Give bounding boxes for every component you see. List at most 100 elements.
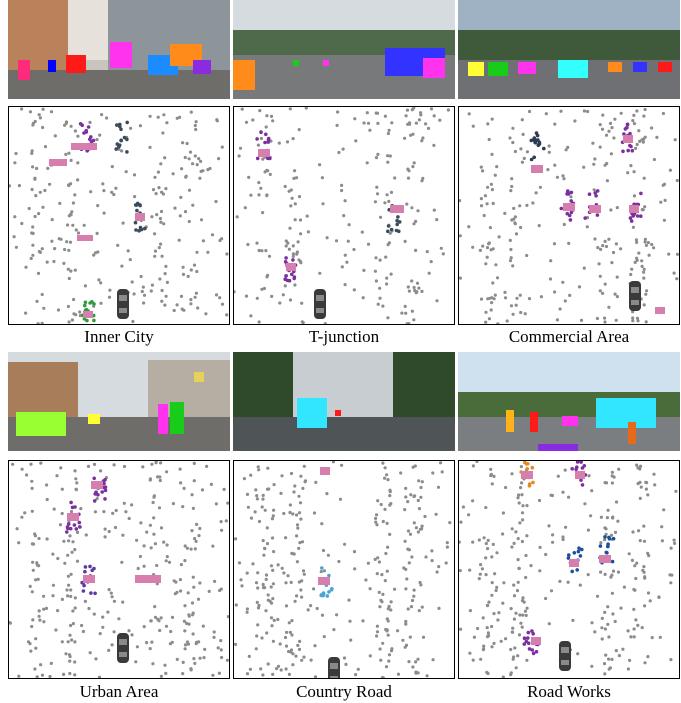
lidar-point: [287, 621, 291, 625]
lidar-point: [519, 147, 523, 151]
lidar-point: [93, 510, 97, 514]
lidar-point: [102, 211, 106, 215]
lidar-point: [663, 198, 667, 202]
object-point: [266, 156, 270, 161]
lidar-point: [641, 140, 645, 144]
lidar-point: [576, 652, 580, 656]
lidar-point: [298, 218, 303, 222]
lidar-point: [164, 559, 168, 563]
lidar-point: [586, 528, 590, 532]
lidar-point: [388, 532, 392, 536]
lidar-point: [306, 230, 310, 234]
detection-box: [83, 575, 95, 583]
lidar-point: [669, 658, 673, 662]
lidar-point: [600, 626, 604, 630]
object-point: [536, 143, 541, 147]
lidar-point: [634, 576, 638, 581]
lidar-point: [271, 568, 275, 572]
lidar-point: [28, 110, 33, 114]
lidar-point: [67, 248, 71, 252]
lidar-point: [257, 248, 261, 253]
lidar-point: [154, 461, 158, 463]
lidar-point: [213, 579, 217, 583]
lidar-point: [486, 604, 490, 608]
lidar-point: [107, 648, 111, 652]
object-point: [395, 218, 399, 223]
lidar-point: [549, 589, 554, 593]
lidar-point: [132, 292, 136, 296]
lidar-point: [490, 117, 494, 121]
lidar-point: [87, 606, 91, 611]
lidar-point: [216, 646, 220, 650]
lidar-point: [257, 320, 261, 324]
lidar-point: [74, 477, 78, 481]
lidar-point: [120, 264, 124, 268]
lidar-point: [159, 162, 163, 166]
lidar-point: [525, 203, 529, 207]
lidar-point: [487, 634, 491, 638]
object-point: [606, 544, 610, 549]
object-point: [100, 490, 104, 494]
lidar-point: [186, 642, 191, 646]
lidar-point: [461, 505, 465, 509]
bev-scatter: [459, 107, 679, 324]
lidar-point: [467, 112, 471, 116]
lidar-point: [38, 250, 42, 254]
lidar-point: [601, 244, 605, 248]
lidar-point: [486, 538, 490, 542]
lidar-point: [187, 188, 192, 192]
lidar-point: [592, 162, 596, 166]
lidar-point: [142, 544, 146, 548]
object-point: [575, 568, 579, 572]
lidar-point: [423, 514, 427, 519]
lidar-point: [325, 492, 329, 496]
lidar-point: [547, 524, 551, 528]
lidar-point: [388, 154, 392, 158]
lidar-point: [566, 145, 570, 149]
lidar-point: [414, 660, 418, 664]
lidar-point: [396, 672, 401, 676]
lidar-point: [266, 593, 270, 597]
lidar-point: [647, 253, 651, 257]
lidar-point: [631, 319, 635, 323]
lidar-point: [183, 604, 187, 608]
lidar-point: [42, 620, 46, 624]
lidar-point: [605, 179, 609, 183]
object-point: [134, 228, 138, 232]
lidar-point: [74, 488, 78, 492]
lidar-point: [607, 305, 611, 309]
lidar-point: [518, 293, 522, 297]
lidar-point: [527, 297, 532, 301]
lidar-point: [271, 119, 275, 123]
lidar-point: [155, 582, 159, 586]
lidar-point: [306, 608, 310, 612]
lidar-point: [404, 495, 408, 499]
object-point: [527, 647, 532, 651]
lidar-point: [373, 269, 377, 273]
object-point: [83, 303, 87, 308]
lidar-point: [643, 107, 647, 112]
lidar-point: [280, 474, 284, 478]
lidar-point: [288, 510, 292, 515]
lidar-point: [162, 113, 166, 117]
lidar-point: [481, 616, 485, 620]
lidar-point: [178, 214, 182, 218]
lidar-point: [28, 584, 32, 588]
object-point: [522, 642, 527, 646]
lidar-point: [101, 182, 105, 186]
lidar-point: [484, 573, 488, 577]
lidar-point: [179, 563, 183, 567]
lidar-point: [583, 502, 587, 506]
lidar-point: [393, 176, 397, 180]
object-point: [568, 218, 573, 222]
lidar-point: [272, 618, 276, 622]
lidar-point: [189, 668, 193, 672]
lidar-point: [214, 293, 219, 297]
lidar-point: [131, 319, 135, 324]
lidar-point: [595, 316, 599, 321]
lidar-point: [64, 152, 68, 156]
object-point: [266, 136, 271, 141]
object-point: [534, 649, 539, 654]
lidar-point: [30, 590, 34, 594]
lidar-point: [551, 540, 555, 544]
